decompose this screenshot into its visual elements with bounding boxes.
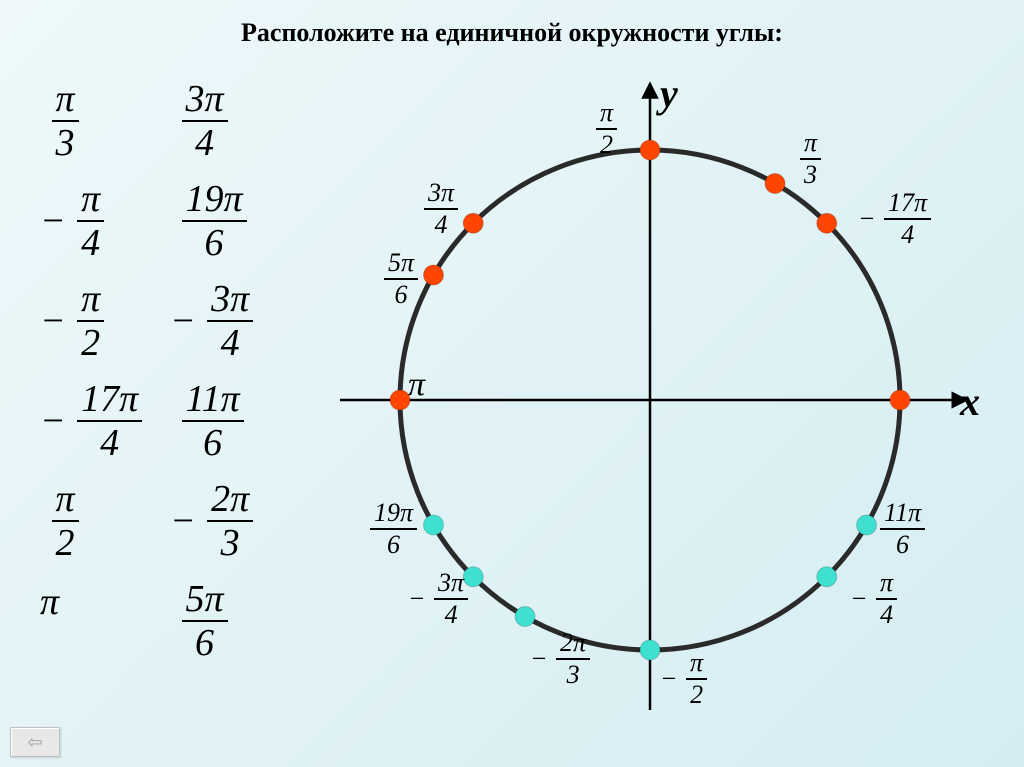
- y-axis-label: у: [660, 70, 678, 117]
- x-axis-label: х: [960, 378, 980, 425]
- label-11pi-6: 11π6: [880, 500, 925, 558]
- circle-point: [423, 265, 443, 285]
- circle-point: [765, 173, 785, 193]
- unit-circle: [300, 50, 1000, 750]
- label-neg-2pi-3: − 2π3: [530, 630, 590, 688]
- arrow-left-icon: ⇦: [27, 732, 42, 753]
- circle-point: [817, 567, 837, 587]
- circle-point: [817, 213, 837, 233]
- label-pi-3: π3: [800, 130, 821, 188]
- label-neg-17pi-4: − 17π4: [858, 190, 931, 248]
- circle-point: [515, 607, 535, 627]
- page-title: Расположите на единичной окружности углы…: [0, 18, 1024, 48]
- label-neg-pi-4: − π4: [850, 570, 897, 628]
- angle-list-col-1: π3 − π4 − π2 − 17π4 π2 π: [40, 80, 142, 624]
- label-neg-pi-2: − π2: [660, 650, 707, 708]
- label-3pi-4: 3π4: [424, 180, 458, 238]
- label-19pi-6: 19π6: [370, 500, 417, 558]
- label-pi-2: π2: [596, 100, 617, 158]
- label-5pi-6: 5π6: [384, 250, 418, 308]
- angle-list-col-2: 3π4 19π6 − 3π4 11π6 − 2π3 5π6: [170, 80, 253, 662]
- prev-slide-button[interactable]: ⇦: [10, 727, 60, 757]
- circle-point: [390, 390, 410, 410]
- label-neg-3pi-4: − 3π4: [408, 570, 468, 628]
- circle-point: [640, 140, 660, 160]
- label-pi: π: [408, 366, 425, 404]
- circle-point: [640, 640, 660, 660]
- circle-point: [463, 213, 483, 233]
- circle-point: [423, 515, 443, 535]
- circle-point: [857, 515, 877, 535]
- circle-point: [890, 390, 910, 410]
